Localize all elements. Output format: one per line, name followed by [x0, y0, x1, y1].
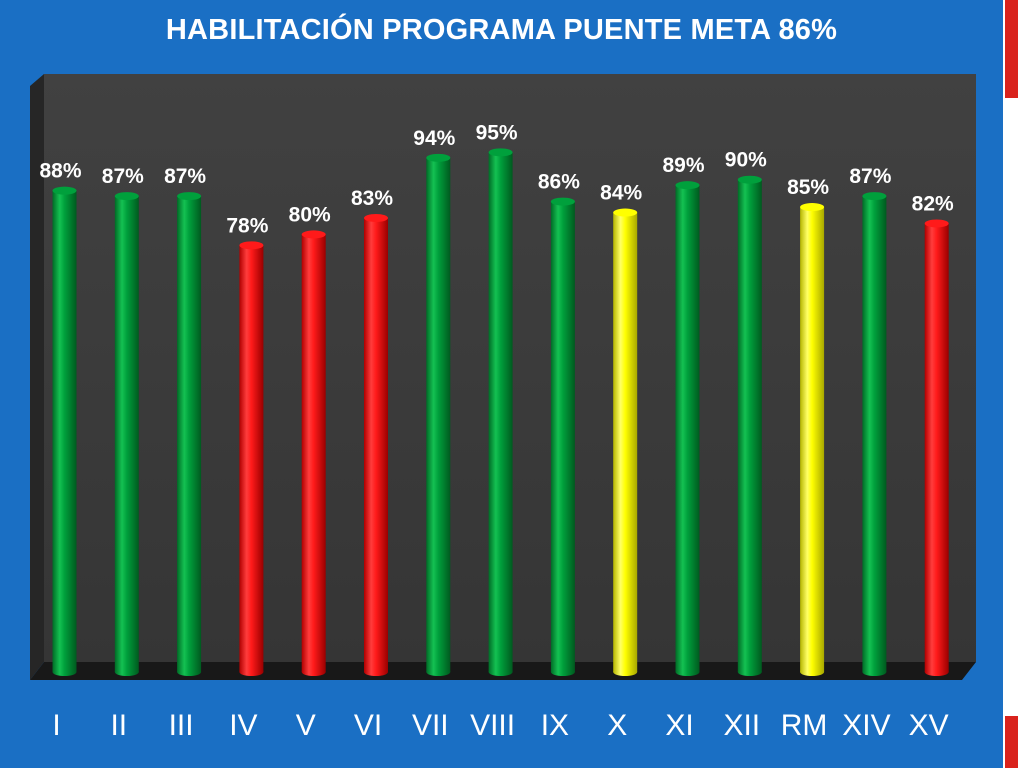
bar-cap-x: [613, 208, 638, 217]
value-label-xii: 90%: [725, 149, 767, 172]
value-labels-layer: 88% 87% 87% 78% 80% 83% 94% 95% 86% 84% 89% 90% 85% 8…: [39, 121, 954, 237]
bar-cap-vii: [426, 153, 451, 162]
bar-base-xii: [737, 668, 762, 676]
bar-ii: [114, 192, 139, 676]
bar-cap-xiv: [862, 192, 887, 201]
value-label-xi: 89%: [662, 154, 704, 177]
bar-body-xi: [675, 185, 700, 673]
value-label-rm: 85%: [787, 176, 829, 199]
category-label-vii: VII: [412, 709, 449, 742]
category-labels-layer: I II III IV V VI VII VIII IX X XI XII RM XIV XV: [52, 709, 948, 742]
bar-cap-v: [301, 230, 326, 239]
bar-body-xiv: [862, 196, 887, 673]
bar-base-x: [613, 668, 638, 676]
bar-base-iii: [177, 668, 202, 676]
value-label-xiv: 87%: [849, 165, 891, 188]
bar-cap-xi: [675, 181, 700, 190]
bar-cap-ix: [550, 197, 575, 206]
value-label-vii: 94%: [413, 127, 455, 150]
category-label-iii: III: [169, 709, 194, 742]
value-label-iv: 78%: [226, 214, 268, 237]
bar-chart: 88% 87% 87% 78% 80% 83% 94% 95% 86% 84% 89% 90% 85% 8…: [30, 74, 976, 742]
value-label-vi: 83%: [351, 187, 393, 210]
category-label-vi: VI: [354, 709, 382, 742]
bar-cap-ii: [114, 192, 139, 201]
bar-base-rm: [800, 668, 825, 676]
bar-base-i: [52, 668, 77, 676]
bar-base-viii: [488, 668, 513, 676]
bar-xv: [924, 219, 949, 676]
bar-body-vii: [426, 157, 451, 672]
bar-rm: [800, 203, 825, 676]
bar-body-ii: [114, 196, 139, 673]
bar-viii: [488, 148, 513, 676]
category-label-ix: IX: [541, 709, 569, 742]
category-label-xii: XII: [723, 709, 760, 742]
bar-xiv: [862, 192, 887, 676]
bar-body-vi: [364, 217, 388, 673]
bar-cap-iii: [177, 192, 202, 201]
bar-cap-iv: [239, 241, 264, 250]
bar-body-iii: [177, 196, 202, 673]
chart-title: HABILITACIÓN PROGRAMA PUENTE META 86%: [165, 14, 838, 46]
bar-cap-vi: [364, 213, 388, 222]
bar-xii: [737, 175, 762, 676]
bars-layer: [52, 148, 949, 676]
bar-body-v: [301, 234, 326, 672]
bar-body-i: [52, 190, 77, 672]
bar-base-xv: [924, 668, 949, 676]
value-label-v: 80%: [289, 203, 331, 226]
category-label-xiv: XIV: [842, 709, 890, 742]
bar-iii: [177, 192, 202, 676]
bar-base-v: [301, 668, 326, 676]
bar-body-iv: [239, 245, 264, 672]
value-label-viii: 95%: [476, 121, 518, 144]
bar-v: [301, 230, 326, 676]
category-label-iv: IV: [229, 709, 257, 742]
bar-vii: [426, 153, 451, 676]
value-label-i: 88%: [39, 160, 81, 183]
bar-ix: [550, 197, 575, 676]
category-label-v: V: [296, 709, 316, 742]
category-label-i: I: [52, 709, 60, 742]
bar-base-iv: [239, 668, 264, 676]
value-label-xv: 82%: [912, 192, 954, 215]
right-strip: [1003, 0, 1024, 768]
bar-body-rm: [800, 207, 825, 673]
bar-body-viii: [488, 152, 513, 673]
category-label-xv: XV: [909, 709, 949, 742]
bar-body-ix: [550, 201, 575, 672]
bar-cap-i: [52, 186, 77, 195]
bar-base-xi: [675, 668, 700, 676]
bar-body-xv: [924, 223, 949, 672]
bar-i: [52, 186, 77, 676]
bar-base-xiv: [862, 668, 887, 676]
bar-body-x: [613, 212, 638, 672]
bar-vi: [364, 213, 388, 676]
category-label-rm: RM: [781, 709, 828, 742]
bar-cap-rm: [800, 203, 825, 212]
bar-base-vi: [364, 668, 388, 676]
category-label-viii: VIII: [470, 709, 515, 742]
bar-base-vii: [426, 668, 451, 676]
bar-cap-xv: [924, 219, 949, 228]
red-accent-bottom: [1005, 716, 1018, 768]
value-label-x: 84%: [600, 182, 642, 205]
value-label-ii: 87%: [102, 165, 144, 188]
bar-cap-viii: [488, 148, 513, 157]
bar-base-ii: [114, 668, 139, 676]
value-label-iii: 87%: [164, 165, 206, 188]
value-label-ix: 86%: [538, 171, 580, 194]
category-label-xi: XI: [665, 709, 693, 742]
bar-xi: [675, 181, 700, 676]
category-label-ii: II: [110, 709, 127, 742]
bar-x: [613, 208, 638, 676]
bar-base-ix: [550, 668, 575, 676]
bar-body-xii: [737, 179, 762, 672]
bar-cap-xii: [737, 175, 762, 184]
category-label-x: X: [607, 709, 627, 742]
bar-iv: [239, 241, 264, 676]
plot-side-wall: [30, 74, 44, 680]
red-accent-top: [1005, 0, 1018, 98]
